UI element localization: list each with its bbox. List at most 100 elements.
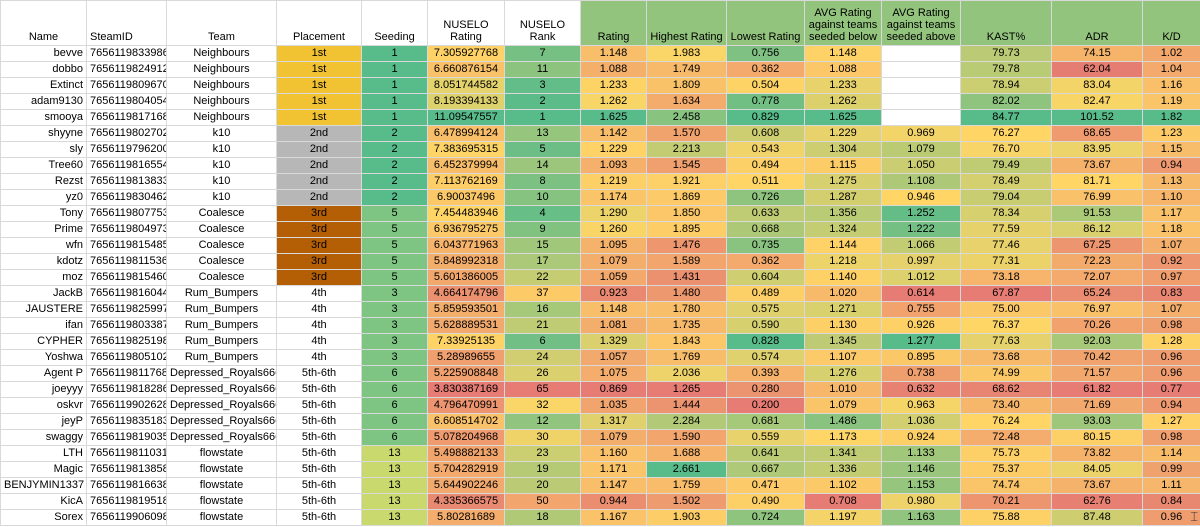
table-cell[interactable]: 0.997 [881, 253, 961, 270]
table-cell[interactable]: 0.490 [726, 493, 805, 510]
table-cell[interactable]: 1.625 [804, 109, 882, 126]
table-cell[interactable]: 21 [504, 317, 581, 334]
table-cell[interactable]: 3 [361, 301, 428, 318]
table-cell[interactable] [881, 61, 961, 78]
table-cell[interactable]: 5.28989655 [427, 349, 505, 366]
column-header[interactable]: SteamID [86, 0, 167, 46]
table-cell[interactable]: 1.809 [646, 77, 727, 94]
table-cell[interactable]: 1.088 [804, 61, 882, 78]
table-cell[interactable]: 77.31 [960, 253, 1052, 270]
table-cell[interactable]: BENJYMIN1337 [0, 477, 87, 494]
table-cell[interactable]: 2nd [276, 173, 362, 190]
table-cell[interactable]: 6.043771963 [427, 237, 505, 254]
table-cell[interactable]: 1.144 [804, 237, 882, 254]
table-cell[interactable]: 0.393 [726, 365, 805, 382]
table-cell[interactable]: 62.04 [1051, 61, 1143, 78]
table-cell[interactable]: 1.197 [804, 509, 882, 526]
table-cell[interactable]: 1.160 [580, 445, 647, 462]
table-cell[interactable]: 1.304 [804, 141, 882, 158]
table-cell[interactable]: 15 [504, 237, 581, 254]
table-cell[interactable]: 1.142 [580, 125, 647, 142]
table-cell[interactable]: 1.079 [804, 397, 882, 414]
table-cell[interactable]: 1.486 [804, 413, 882, 430]
table-cell[interactable] [881, 93, 961, 110]
table-cell[interactable]: 0.755 [881, 301, 961, 318]
table-cell[interactable]: 71.57 [1051, 365, 1143, 382]
table-cell[interactable]: 7656119811536 [86, 253, 167, 270]
table-cell[interactable]: 1.688 [646, 445, 727, 462]
table-cell[interactable]: 6.478994124 [427, 125, 505, 142]
table-cell[interactable]: k10 [166, 141, 277, 158]
table-cell[interactable]: Agent P [0, 365, 87, 382]
table-cell[interactable]: 0.96 [1142, 349, 1200, 366]
table-cell[interactable]: 0.280 [726, 381, 805, 398]
table-cell[interactable]: 0.590 [726, 317, 805, 334]
table-cell[interactable]: 1.287 [804, 189, 882, 206]
table-cell[interactable]: 75.88 [960, 509, 1052, 526]
table-cell[interactable]: 7656119816638 [86, 477, 167, 494]
table-cell[interactable]: 9 [504, 221, 581, 238]
column-header[interactable]: Placement [276, 0, 362, 46]
table-cell[interactable]: 7 [504, 45, 581, 62]
table-cell[interactable]: 7656119825997 [86, 301, 167, 318]
table-cell[interactable]: 1.28 [1142, 333, 1200, 350]
table-cell[interactable]: 5.628889531 [427, 317, 505, 334]
table-cell[interactable]: 7656119807753 [86, 205, 167, 222]
table-cell[interactable]: 5 [361, 253, 428, 270]
table-cell[interactable]: 1.057 [580, 349, 647, 366]
table-cell[interactable]: 0.946 [881, 189, 961, 206]
table-cell[interactable]: k10 [166, 125, 277, 142]
table-cell[interactable]: 7656119816044 [86, 285, 167, 302]
table-cell[interactable]: 1.476 [646, 237, 727, 254]
column-header[interactable]: Team [166, 0, 277, 46]
table-cell[interactable]: k10 [166, 173, 277, 190]
table-cell[interactable]: 0.756 [726, 45, 805, 62]
table-cell[interactable]: 76.99 [1051, 189, 1143, 206]
table-cell[interactable]: 3 [361, 285, 428, 302]
table-cell[interactable]: 0.633 [726, 205, 805, 222]
table-cell[interactable]: 7656119811031 [86, 445, 167, 462]
table-cell[interactable]: 5.601386005 [427, 269, 505, 286]
table-cell[interactable]: 1.271 [804, 301, 882, 318]
table-cell[interactable]: 1.229 [580, 141, 647, 158]
table-cell[interactable]: 5.848992318 [427, 253, 505, 270]
table-cell[interactable]: 0.362 [726, 61, 805, 78]
table-cell[interactable]: 1.167 [580, 509, 647, 526]
table-cell[interactable]: 101.52 [1051, 109, 1143, 126]
table-cell[interactable]: 1.735 [646, 317, 727, 334]
table-cell[interactable]: Rum_Bumpers [166, 317, 277, 334]
table-cell[interactable]: 72.48 [960, 429, 1052, 446]
table-cell[interactable]: 0.83 [1142, 285, 1200, 302]
table-cell[interactable]: kdotz [0, 253, 87, 270]
table-cell[interactable]: 7656119830462 [86, 189, 167, 206]
table-cell[interactable]: bevve [0, 45, 87, 62]
table-cell[interactable]: 1.769 [646, 349, 727, 366]
table-cell[interactable]: 1.19 [1142, 93, 1200, 110]
table-cell[interactable]: 0.924 [881, 429, 961, 446]
table-cell[interactable]: 7656119817168 [86, 109, 167, 126]
table-cell[interactable]: 7656119819035 [86, 429, 167, 446]
table-cell[interactable]: 13 [361, 445, 428, 462]
table-cell[interactable]: 0.362 [726, 253, 805, 270]
table-cell[interactable]: 1.444 [646, 397, 727, 414]
column-header[interactable]: AVG Rating against teams seeded below [804, 0, 882, 46]
table-cell[interactable]: 1.233 [804, 77, 882, 94]
table-cell[interactable]: 5.644902246 [427, 477, 505, 494]
table-cell[interactable]: 1.066 [881, 237, 961, 254]
table-cell[interactable]: 1.82 [1142, 109, 1200, 126]
table-cell[interactable]: 1.502 [646, 493, 727, 510]
table-cell[interactable]: 1.04 [1142, 61, 1200, 78]
table-cell[interactable]: 23 [504, 445, 581, 462]
table-cell[interactable]: 1.324 [804, 221, 882, 238]
table-cell[interactable]: 4.796470991 [427, 397, 505, 414]
column-header[interactable]: Seeding [361, 0, 428, 46]
column-header[interactable]: Highest Rating [646, 0, 727, 46]
table-cell[interactable]: 72.07 [1051, 269, 1143, 286]
table-cell[interactable]: 1.290 [580, 205, 647, 222]
table-cell[interactable]: 0.94 [1142, 397, 1200, 414]
table-cell[interactable]: 22 [504, 269, 581, 286]
table-cell[interactable]: 3 [361, 333, 428, 350]
table-cell[interactable]: 1st [276, 93, 362, 110]
table-cell[interactable]: 1.903 [646, 509, 727, 526]
table-cell[interactable]: 4.664174796 [427, 285, 505, 302]
